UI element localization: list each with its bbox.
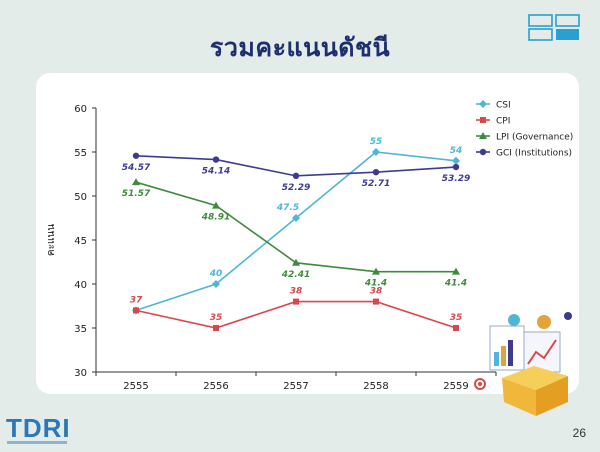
data-point-gci	[372, 168, 380, 176]
data-point-csi	[452, 156, 460, 165]
data-label-lpi: 48.91	[201, 213, 230, 223]
y-tick-label: 40	[74, 280, 87, 291]
legend-label-lpi: LPI (Governance)	[496, 133, 573, 143]
data-label-gci: 53.29	[442, 174, 470, 184]
data-label-cpi: 35	[210, 313, 223, 323]
data-label-gci: 52.29	[282, 183, 310, 193]
data-label-csi: 55	[370, 137, 383, 147]
legend-marker-gci	[479, 148, 487, 156]
legend-marker-cpi	[480, 117, 486, 123]
data-point-cpi	[373, 298, 379, 305]
y-tick-label: 50	[74, 192, 87, 203]
data-point-gci	[292, 172, 300, 180]
chart-card: 30 35 40 45 50 55 60 2555 2556 2557 2558 2559 คะแนน 4…	[36, 73, 579, 394]
data-label-cpi: 38	[370, 287, 383, 297]
data-label-gci: 54.57	[122, 163, 151, 173]
slide-title: รวมคะแนนดัชนี	[209, 33, 391, 62]
data-label-csi: 40	[209, 269, 223, 279]
legend-label-csi: CSI	[496, 101, 511, 111]
y-tick-label: 30	[74, 368, 87, 379]
data-point-cpi	[293, 298, 299, 305]
data-label-lpi: 41.4	[364, 279, 387, 289]
page-number: 26	[572, 426, 586, 440]
series-line-cpi	[135, 300, 457, 329]
data-point-csi	[212, 280, 220, 288]
y-tick-label: 45	[74, 236, 87, 247]
data-label-cpi: 37	[130, 295, 143, 305]
data-label-lpi: 42.41	[281, 270, 310, 280]
data-point-csi	[292, 214, 300, 222]
data-label-csi: 47.5	[276, 203, 299, 213]
data-point-gci	[212, 156, 220, 163]
data-point-lpi	[372, 267, 380, 275]
legend-label-cpi: CPI	[496, 117, 510, 127]
data-label-gci: 52.71	[362, 179, 390, 189]
x-tick-label: 2556	[203, 381, 228, 392]
legend-marker-csi	[479, 100, 487, 108]
data-label-csi: 54	[450, 146, 463, 156]
series-line-lpi	[135, 181, 456, 273]
data-point-lpi	[452, 267, 460, 275]
data-point-csi	[372, 148, 380, 156]
x-tick-label: 2557	[283, 381, 308, 392]
y-tick-label: 35	[74, 324, 87, 335]
y-tick-label: 60	[74, 104, 87, 115]
data-point-gci	[452, 163, 460, 171]
data-point-cpi	[133, 307, 139, 314]
data-point-cpi	[453, 325, 459, 331]
data-label-gci: 54.14	[202, 167, 230, 177]
data-label-cpi: 38	[290, 287, 303, 297]
data-point-cpi	[213, 325, 219, 331]
data-point-lpi	[132, 178, 140, 186]
legend-label-gci: GCI (Institutions)	[496, 149, 572, 159]
line-chart: 30 35 40 45 50 55 60 2555 2556 2557 2558 2559 คะแนน 4…	[46, 100, 573, 392]
slide-decoration-icon	[528, 14, 580, 41]
x-tick-label: 2559	[443, 381, 468, 392]
data-point-lpi	[292, 258, 300, 266]
data-point-gci	[132, 152, 140, 159]
tdri-logo: TDRI	[6, 413, 71, 443]
x-tick-label: 2555	[123, 381, 148, 392]
data-label-lpi: 51.57	[122, 189, 151, 199]
data-label-lpi: 41.4	[444, 279, 467, 289]
legend-marker-lpi	[479, 132, 487, 139]
y-tick-label: 55	[74, 148, 87, 159]
logo-underline	[7, 441, 67, 444]
y-axis-label: คะแนน	[46, 224, 57, 256]
x-tick-label: 2558	[363, 381, 388, 392]
data-label-cpi: 35	[450, 313, 463, 323]
data-point-lpi	[212, 201, 220, 209]
data-box-illustration	[474, 312, 572, 416]
